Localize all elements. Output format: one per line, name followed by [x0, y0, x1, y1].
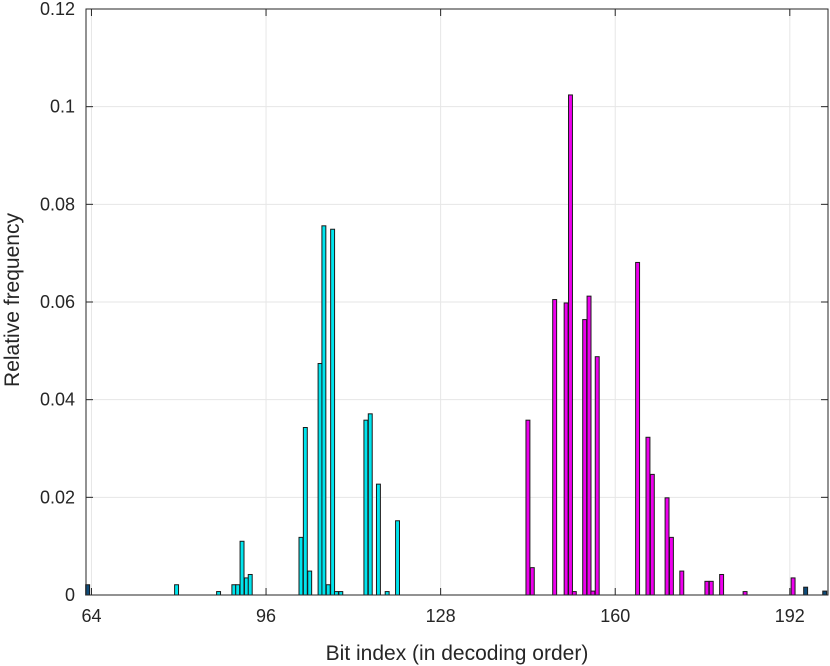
bar-series2-12 — [649, 473, 655, 596]
bar-series2-17 — [708, 580, 714, 596]
y-tick-label-3: 0.06 — [40, 292, 75, 312]
bar-series1-6 — [247, 573, 253, 596]
bar-series2-11 — [645, 436, 651, 596]
x-tick-label-0: 64 — [81, 606, 101, 626]
grid-lines — [86, 8, 828, 596]
bar-series2-1 — [529, 567, 535, 596]
bar-series1-8 — [302, 427, 308, 596]
y-tick-label-2: 0.04 — [40, 390, 75, 410]
bar-series1-4 — [239, 540, 245, 596]
bar-series1-16 — [363, 419, 369, 596]
x-tick-label-4: 192 — [775, 606, 805, 626]
bar-series1-3 — [235, 584, 241, 596]
bar-series1-20 — [395, 520, 400, 596]
bar-series2-14 — [668, 536, 674, 596]
y-tick-label-5: 0.1 — [50, 97, 75, 117]
bar-series2-10 — [635, 261, 641, 596]
x-axis-label: Bit index (in decoding order) — [326, 642, 589, 665]
y-tick-label-0: 0 — [65, 585, 75, 605]
bar-series2-0 — [525, 419, 531, 596]
bar-series2-4 — [568, 94, 573, 596]
bar-series2-13 — [664, 497, 670, 596]
y-tick-label-1: 0.02 — [40, 487, 75, 507]
bar-series1-11 — [321, 225, 327, 596]
bar-series2-2 — [552, 299, 558, 596]
bar-series1-14 — [333, 591, 339, 596]
bar-series1-9 — [307, 570, 313, 596]
y-tick-label-4: 0.08 — [40, 194, 75, 214]
bar-series1-0 — [174, 584, 180, 596]
bar-series2-9 — [594, 356, 600, 596]
x-tick-label-1: 96 — [256, 606, 276, 626]
bar-series2-5 — [571, 591, 577, 596]
x-tick-label-3: 160 — [600, 606, 630, 626]
bar-series2-6 — [582, 319, 588, 596]
bar-series0-2 — [822, 590, 828, 596]
bar-series2-15 — [679, 570, 685, 596]
bar-series1-7 — [298, 536, 304, 596]
bar-series0-1 — [803, 586, 809, 596]
bar-series2-7 — [586, 295, 592, 596]
bar-series1-1 — [216, 591, 222, 596]
axes — [85, 8, 829, 596]
bar-series1-15 — [338, 591, 344, 596]
y-axis-label: Relative frequency — [1, 213, 24, 387]
bar-series1-19 — [384, 591, 390, 596]
bar-series2-18 — [719, 573, 725, 596]
bar-series1-17 — [367, 413, 373, 596]
y-tick-label-6: 0.12 — [40, 0, 75, 19]
bars — [85, 94, 828, 596]
bar-series2-16 — [704, 580, 710, 596]
bar-series2-19 — [742, 591, 748, 596]
bar-series2-20 — [790, 577, 796, 596]
bar-series2-8 — [590, 590, 596, 596]
bar-series1-18 — [375, 483, 381, 596]
bar-series1-13 — [330, 228, 336, 596]
bar-series1-12 — [325, 584, 331, 596]
tick-labels: 64 96 128 160 192 0 0.02 0.04 0.06 0.08 0.1 0.12 — [40, 0, 805, 626]
bar-series2-3 — [563, 302, 569, 596]
x-tick-label-2: 128 — [426, 606, 456, 626]
